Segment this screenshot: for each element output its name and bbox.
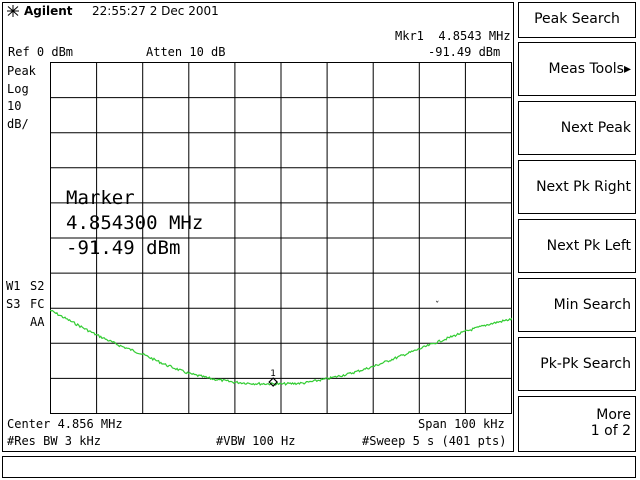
more-page-indicator: 1 of 2: [590, 423, 631, 439]
resolution-bandwidth: #Res BW 3 kHz: [7, 434, 101, 448]
status-message-bar: [2, 456, 636, 478]
marker-number: 1: [270, 369, 276, 379]
sweep-time: #Sweep 5 s (401 pts): [362, 434, 507, 448]
next-pk-left-label: Next Pk Left: [546, 238, 631, 254]
marker-annotation: Marker 4.854300 MHz -91.49 dBm: [66, 186, 203, 261]
spectrum-graticule: 1 ˇ: [50, 62, 512, 414]
marker-annotation-amplitude: -91.49 dBm: [66, 237, 181, 259]
menu-title-label: Peak Search: [534, 11, 620, 27]
display-area: [2, 2, 514, 452]
menu-title-peak-search: Peak Search: [518, 2, 636, 38]
min-search-label: Min Search: [553, 297, 631, 313]
next-pk-left-button[interactable]: Next Pk Left: [518, 219, 636, 273]
trace-indicator-s2: S2: [30, 279, 45, 293]
marker-diamond-icon: 1: [268, 369, 278, 387]
center-frequency: Center 4.856 MHz: [7, 417, 123, 431]
agilent-spark-icon: [7, 5, 19, 17]
attenuation: Atten 10 dB: [146, 45, 226, 59]
trace-indicator-aa: AA: [30, 315, 45, 329]
pk-pk-search-label: Pk-Pk Search: [540, 356, 631, 372]
meas-tools-button[interactable]: Meas Tools▸: [518, 42, 636, 96]
more-button[interactable]: More 1 of 2: [518, 396, 636, 452]
scale-unit: dB/: [7, 117, 29, 131]
marker-annotation-title: Marker: [66, 187, 135, 209]
next-pk-right-label: Next Pk Right: [536, 179, 631, 195]
pk-pk-search-button[interactable]: Pk-Pk Search: [518, 337, 636, 391]
marker-frequency-readout: Mkr1 4.8543 MHz: [395, 29, 511, 43]
marker-amplitude-readout: -91.49 dBm: [428, 45, 501, 59]
video-bandwidth: #VBW 100 Hz: [216, 434, 296, 448]
reference-level: Ref 0 dBm: [8, 45, 74, 59]
detector-mode: Peak: [7, 64, 36, 78]
marker-annotation-frequency: 4.854300 MHz: [66, 212, 204, 234]
spectrum-trace: [50, 309, 512, 386]
more-label: More: [596, 407, 631, 423]
scale-value: 10: [7, 99, 22, 113]
next-peak-label: Next Peak: [560, 120, 631, 136]
trace-indicator-w1: W1: [6, 279, 21, 293]
next-peak-button[interactable]: Next Peak: [518, 101, 636, 155]
date-time: 22:55:27 2 Dec 2001: [92, 4, 219, 18]
gridlines: [50, 62, 512, 414]
display-line-caret-icon: ˇ: [435, 300, 440, 311]
meas-tools-label: Meas Tools: [548, 61, 624, 77]
min-search-button[interactable]: Min Search: [518, 278, 636, 332]
submenu-arrow-icon: ▸: [623, 61, 631, 77]
trace-indicator-s3: S3: [6, 297, 21, 311]
span: Span 100 kHz: [418, 417, 505, 431]
scale-type: Log: [7, 82, 29, 96]
next-pk-right-button[interactable]: Next Pk Right: [518, 160, 636, 214]
brand-name: Agilent: [24, 4, 73, 18]
trace-indicator-fc: FC: [30, 297, 45, 311]
